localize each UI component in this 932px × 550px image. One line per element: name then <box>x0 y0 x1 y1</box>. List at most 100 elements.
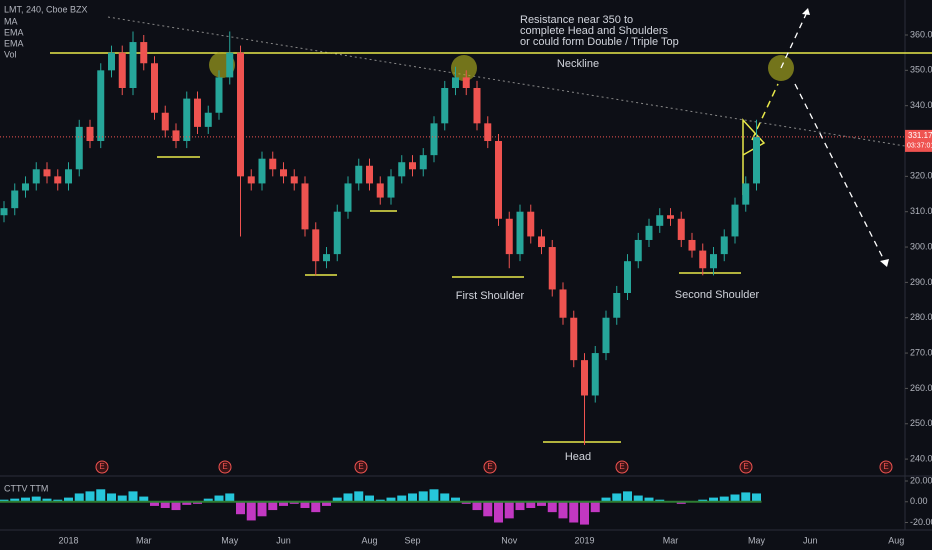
candle-body <box>54 176 62 184</box>
indicator-bar <box>730 494 740 502</box>
candle-body <box>452 77 459 89</box>
indicator-bar <box>300 501 310 508</box>
arrow-head <box>802 8 810 15</box>
indicator-bar <box>590 501 600 513</box>
candle-body <box>161 112 169 131</box>
indicator-bar <box>709 497 718 502</box>
candle-body <box>75 126 83 170</box>
indicator-bar <box>10 498 20 502</box>
indicator-bar <box>472 501 482 511</box>
indicator-bar <box>53 499 63 502</box>
annotation: Resistance near 350 to <box>520 14 633 26</box>
indicator-bar <box>96 489 106 502</box>
candle-body <box>22 183 29 191</box>
annotation: First Shoulder <box>456 290 525 302</box>
indicator-bar <box>515 501 525 511</box>
x-tick-label: May <box>748 535 766 545</box>
indicator-bar <box>150 501 159 506</box>
projection-arrow <box>751 83 779 141</box>
header-symbol: LMT, 240, Cboe BZX <box>4 4 88 14</box>
candle-body <box>742 183 750 205</box>
candle-body <box>333 211 341 255</box>
y-tick-label: 0.00 <box>910 496 928 506</box>
indicator-bar <box>698 499 708 502</box>
candle-body <box>581 360 588 396</box>
candle-body <box>527 211 535 237</box>
y-tick-label: 280.00 <box>910 312 932 322</box>
candle-body <box>108 52 115 71</box>
countdown: 03:37:01 <box>907 143 932 150</box>
candle-body <box>538 236 545 248</box>
indicator-bar <box>440 493 450 502</box>
y-tick-label: 290.00 <box>910 277 932 287</box>
indicator-bar <box>547 501 557 513</box>
indicator-bar <box>343 493 353 502</box>
candle-body <box>140 42 148 64</box>
indicator-bar <box>741 492 751 502</box>
indicator-bar <box>601 497 611 502</box>
indicator-bar <box>193 501 202 504</box>
x-tick-label: 2019 <box>574 535 594 545</box>
indicator-bar <box>117 495 127 502</box>
indicator-bar <box>569 501 579 523</box>
header-indicator: EMA <box>4 38 24 48</box>
candle-body <box>387 176 395 198</box>
event-marker <box>483 460 497 474</box>
top-marker <box>451 55 477 81</box>
indicator-bar <box>225 493 235 502</box>
annotation: Head <box>565 451 591 463</box>
header-indicator: MA <box>4 16 18 26</box>
event-label: E <box>222 462 227 471</box>
candle-body <box>731 204 739 237</box>
candle-body <box>204 112 212 127</box>
event-label: E <box>487 462 492 471</box>
candle-body <box>366 165 373 184</box>
candle-body <box>473 88 481 124</box>
candle-body <box>129 42 137 89</box>
y-tick-label: 260.00 <box>910 383 932 393</box>
indicator-bar <box>354 491 364 502</box>
y-tick-label: -20.00 <box>910 517 932 527</box>
indicator-bar <box>31 496 41 502</box>
event-marker <box>739 460 753 474</box>
y-tick-label: 20.00 <box>910 475 932 485</box>
indicator-bar <box>365 495 374 502</box>
y-tick-label: 300.00 <box>910 241 932 251</box>
candle-body <box>516 211 524 255</box>
candle-body <box>118 52 126 89</box>
indicator-bar <box>279 501 288 506</box>
candle-body <box>237 52 244 177</box>
indicator-bar <box>526 501 536 508</box>
candle-body <box>32 169 40 184</box>
candle-body <box>344 183 352 212</box>
indicator-bar <box>623 491 632 502</box>
indicator-bar <box>214 495 224 502</box>
event-marker <box>95 460 109 474</box>
candle-body <box>570 317 578 361</box>
candle-body <box>430 123 438 156</box>
candle-body <box>441 88 449 124</box>
candle-body <box>710 254 717 269</box>
indicator-bar <box>483 501 493 517</box>
indicator-bar <box>332 497 342 502</box>
candle-body <box>548 247 556 290</box>
event-marker <box>354 460 368 474</box>
candle-body <box>613 292 621 318</box>
annotation: Second Shoulder <box>675 289 760 301</box>
candle-body <box>462 77 470 89</box>
indicator-bar <box>85 491 95 502</box>
indicator-bar <box>408 493 417 502</box>
annotation: complete Head and Shoulders <box>520 25 668 37</box>
x-tick-label: Mar <box>136 535 152 545</box>
projection-arrow <box>794 83 887 265</box>
y-tick-label: 250.00 <box>910 418 932 428</box>
candle-body <box>194 98 201 127</box>
x-tick-label: 2018 <box>58 535 78 545</box>
header-indicator: EMA <box>4 27 24 37</box>
indicator-bar <box>171 501 181 511</box>
candle-body <box>699 250 707 269</box>
indicator-bar <box>236 501 245 515</box>
candle-body <box>398 162 406 177</box>
candle-body <box>688 239 696 251</box>
candle-body <box>215 77 223 113</box>
